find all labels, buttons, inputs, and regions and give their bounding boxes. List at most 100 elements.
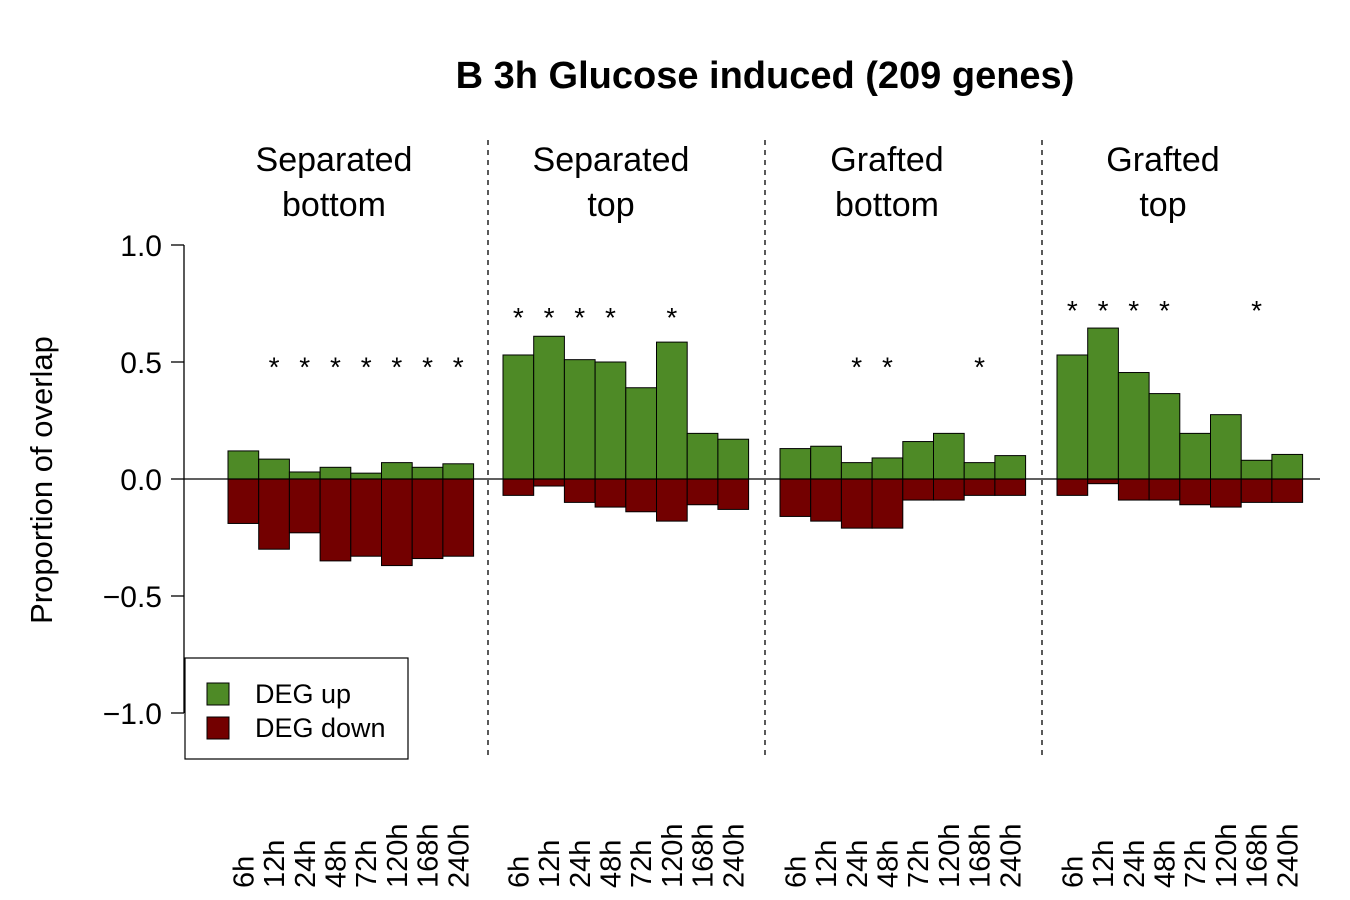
significance-star: * [882, 351, 893, 382]
bar-deg-down [381, 478, 413, 567]
bar-deg-up [533, 335, 565, 480]
significance-star: * [422, 351, 433, 382]
significance-star: * [299, 351, 310, 382]
x-tick-label: 120h [382, 823, 414, 888]
bar-deg-up [1087, 327, 1119, 480]
x-tick-label: 24h [842, 840, 874, 888]
bar-deg-up [779, 448, 812, 480]
bar-deg-down [779, 478, 812, 517]
legend-label: DEG up [255, 679, 351, 709]
x-tick-label: 6h [780, 856, 812, 888]
x-tick-label: 12h [811, 840, 843, 888]
bar-deg-down [933, 478, 965, 501]
x-tick-label: 120h [657, 823, 689, 888]
bar-deg-down [502, 478, 535, 496]
x-tick-label: 48h [320, 840, 352, 888]
significance-star: * [330, 351, 341, 382]
y-tick-label: −1.0 [103, 698, 162, 731]
bar-deg-up [594, 361, 627, 480]
bar-deg-down [871, 478, 904, 529]
bar-deg-up [227, 450, 260, 480]
y-tick-label: 1.0 [120, 230, 162, 263]
x-tick-label: 48h [872, 840, 904, 888]
x-tick-label: 120h [934, 823, 966, 888]
chart-title: B 3h Glucose induced (209 genes) [456, 55, 1075, 97]
bar-deg-down [258, 478, 290, 550]
y-tick-label: 0.5 [120, 347, 162, 380]
x-tick-label: 24h [290, 840, 322, 888]
x-tick-label: 24h [565, 840, 597, 888]
bar-deg-up [442, 463, 475, 480]
legend-swatch [206, 716, 230, 740]
bar-deg-down [1117, 478, 1150, 501]
significance-star: * [544, 302, 555, 333]
x-tick-label: 6h [228, 856, 260, 888]
panel-title: Separated [256, 141, 413, 179]
bar-deg-down [840, 478, 873, 529]
bar-deg-down [994, 478, 1027, 496]
bar-deg-down [1148, 478, 1181, 501]
x-tick-label: 240h [443, 823, 475, 888]
panel-title: top [1139, 186, 1186, 224]
bar-deg-up [717, 438, 750, 480]
legend-box [184, 657, 409, 760]
bar-deg-up [840, 462, 873, 480]
bar-deg-up [902, 441, 934, 480]
significance-star: * [1098, 295, 1109, 326]
x-tick-label: 12h [534, 840, 566, 888]
bar-deg-up [258, 458, 290, 480]
significance-star: * [1128, 295, 1139, 326]
legend-swatch [206, 682, 230, 706]
bar-deg-up [502, 354, 535, 480]
panel-title: Grafted [1106, 141, 1219, 179]
significance-star: * [269, 351, 280, 382]
x-tick-label: 24h [1119, 840, 1151, 888]
x-tick-label: 168h [413, 823, 445, 888]
significance-star: * [513, 302, 524, 333]
y-axis-label: Proportion of overlap [24, 336, 59, 624]
bar-deg-down [1210, 478, 1242, 508]
bar-deg-up [350, 472, 382, 480]
bar-deg-down [1087, 478, 1119, 485]
significance-star: * [605, 302, 616, 333]
bar-deg-up [1210, 414, 1242, 480]
x-tick-label: 72h [626, 840, 658, 888]
y-tick-label: −0.5 [103, 581, 162, 614]
bar-deg-down [902, 478, 934, 501]
panel-group: Separated bottom 6h * 12h * 24h * 48h * 72h * 120h * 1… [227, 141, 475, 888]
bar-deg-up [319, 466, 352, 480]
bar-deg-up [1056, 354, 1089, 480]
bar-deg-down [1271, 478, 1304, 503]
x-tick-label: 240h [1272, 823, 1304, 888]
bar-deg-up [994, 455, 1027, 480]
panel-title: bottom [835, 186, 939, 224]
bar-deg-down [686, 478, 719, 506]
x-tick-label: 6h [503, 856, 535, 888]
bar-deg-down [442, 478, 475, 557]
x-tick-label: 12h [259, 840, 291, 888]
x-tick-label: 72h [1180, 840, 1212, 888]
bar-deg-down [533, 478, 565, 487]
x-tick-label: 240h [995, 823, 1027, 888]
bar-deg-up [963, 462, 996, 480]
x-tick-label: 6h [1057, 856, 1089, 888]
x-tick-label: 72h [351, 840, 383, 888]
bar-deg-up [625, 387, 657, 480]
bar-deg-down [717, 478, 750, 510]
bar-deg-up [381, 462, 413, 480]
bar-deg-down [288, 478, 321, 534]
bar-deg-down [1179, 478, 1212, 506]
bar-deg-up [1148, 393, 1181, 480]
bar-deg-down [594, 478, 627, 508]
x-tick-label: 240h [718, 823, 750, 888]
x-tick-label: 120h [1211, 823, 1243, 888]
bar-deg-down [227, 478, 260, 524]
panel-title: Separated [533, 141, 690, 179]
bar-deg-up [656, 341, 688, 480]
significance-star: * [1251, 295, 1262, 326]
bar-deg-up [933, 432, 965, 480]
bar-deg-up [1271, 453, 1304, 480]
